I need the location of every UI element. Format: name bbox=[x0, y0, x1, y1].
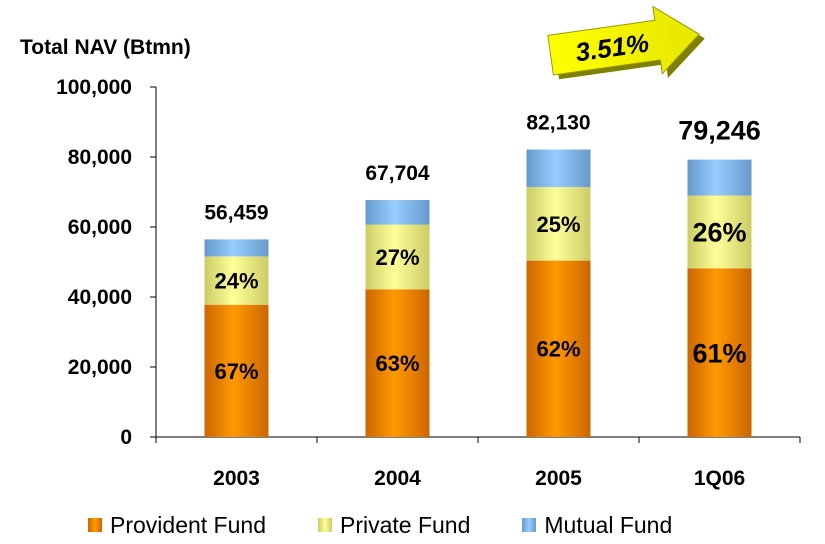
growth-arrow-shape: 3.51% bbox=[547, 5, 705, 80]
bar-total-label: 82,130 bbox=[526, 112, 590, 135]
bar-total-label: 56,459 bbox=[204, 201, 268, 224]
bar-segment-provident-fund bbox=[365, 289, 430, 437]
x-category-label: 2005 bbox=[535, 467, 582, 490]
legend-swatch-provident bbox=[88, 518, 102, 532]
segment-percent-label: 62% bbox=[536, 337, 580, 362]
legend-label-provident: Provident Fund bbox=[110, 511, 266, 538]
bar-segment-provident-fund bbox=[526, 260, 591, 437]
y-axis-title: Total NAV (Btmn) bbox=[20, 36, 191, 59]
data-labels: 67% 24% 56,459 2003 63% 27% 67,704 2004 62% 25% 82… bbox=[204, 112, 760, 490]
legend-item-private: Private Fund bbox=[317, 511, 471, 539]
legend-label-mutual: Mutual Fund bbox=[544, 511, 673, 538]
segment-percent-label: 26% bbox=[692, 218, 746, 248]
bar-segment-mutual-fund bbox=[204, 239, 269, 257]
bar-segment-mutual-fund bbox=[526, 149, 591, 188]
y-tick-label: 0 bbox=[120, 426, 132, 449]
bar-segment-private-fund bbox=[687, 195, 752, 269]
bar-segment-mutual-fund bbox=[365, 200, 430, 225]
legend-label-private: Private Fund bbox=[339, 511, 471, 538]
bar-segment-provident-fund bbox=[204, 304, 269, 437]
bar-total-label: 79,246 bbox=[678, 116, 761, 146]
y-tick-label: 80,000 bbox=[68, 146, 132, 169]
growth-arrow-body bbox=[547, 5, 700, 76]
y-tick-label: 40,000 bbox=[68, 286, 132, 309]
segment-percent-label: 24% bbox=[214, 268, 258, 293]
legend-item-provident: Provident Fund bbox=[88, 512, 266, 539]
segment-percent-label: 67% bbox=[214, 359, 258, 384]
segment-percent-label: 27% bbox=[375, 245, 419, 270]
axes: 0 20,000 40,000 60,000 80,000 100,000 bbox=[56, 76, 801, 449]
legend-swatch-mutual bbox=[522, 518, 537, 532]
legend-swatch-private bbox=[317, 518, 332, 532]
growth-arrow: 3.51% bbox=[547, 5, 705, 80]
y-tick-label: 20,000 bbox=[68, 356, 132, 379]
x-category-label: 1Q06 bbox=[694, 467, 745, 490]
segment-percent-label: 25% bbox=[536, 212, 580, 237]
y-tick-label: 60,000 bbox=[68, 216, 132, 239]
bar-segment-private-fund bbox=[526, 187, 591, 261]
bar-segment-mutual-fund bbox=[687, 159, 752, 196]
x-category-label: 2004 bbox=[374, 467, 421, 490]
bar-segment-private-fund bbox=[204, 256, 269, 305]
bars bbox=[204, 149, 752, 437]
legend-item-mutual: Mutual Fund bbox=[522, 512, 672, 539]
bar-total-label: 67,704 bbox=[365, 162, 430, 185]
legend: Provident Fund Private Fund Mutual Fund bbox=[88, 510, 818, 540]
segment-percent-label: 61% bbox=[692, 338, 746, 368]
bar-segment-private-fund bbox=[365, 224, 430, 290]
segment-percent-label: 63% bbox=[375, 351, 419, 376]
x-category-label: 2003 bbox=[213, 467, 260, 490]
y-tick-label: 100,000 bbox=[56, 76, 132, 99]
bar-segment-provident-fund bbox=[687, 268, 752, 437]
